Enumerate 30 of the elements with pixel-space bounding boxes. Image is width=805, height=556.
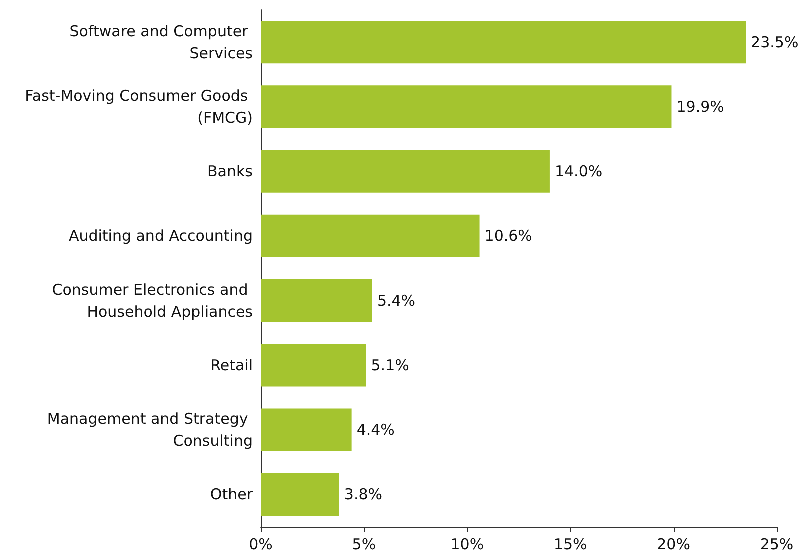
data-label: 5.1% [371, 356, 410, 374]
bar [261, 150, 550, 193]
y-tick-label: Auditing and Accounting [68, 227, 253, 246]
data-label: 14.0% [554, 162, 603, 181]
y-tick-label: Banks [208, 162, 254, 181]
data-label: 5.4% [377, 292, 416, 310]
bar [261, 86, 672, 128]
bar [261, 473, 340, 516]
x-tick-label: 15% [554, 536, 588, 554]
bar [261, 20, 746, 64]
data-label: 19.9% [676, 98, 724, 116]
data-label: 10.6% [484, 227, 532, 246]
data-label: 23.5% [751, 33, 799, 52]
bar [261, 214, 480, 258]
x-tick-label: 10% [450, 536, 484, 554]
bar [261, 344, 366, 387]
data-label: 3.8% [344, 486, 383, 504]
y-tick-label: Other [210, 486, 254, 504]
x-tick-label: 20% [657, 536, 690, 554]
y-tick-label: Consumer Electronics and Household Appliances [52, 280, 254, 321]
data-label: 4.4% [356, 421, 395, 440]
y-tick-label: Fast-Moving Consumer Goods (FMCG) [25, 86, 253, 127]
y-tick-label: Software and Computer Services [70, 22, 254, 62]
bar [261, 279, 372, 322]
x-tick-label: 0% [249, 536, 273, 554]
y-tick-label: Retail [210, 356, 253, 374]
x-tick-label: 25% [760, 536, 794, 554]
bar [261, 408, 352, 452]
y-tick-label: Management and Strategy Consulting [47, 410, 253, 450]
x-tick-label: 5% [352, 536, 376, 554]
